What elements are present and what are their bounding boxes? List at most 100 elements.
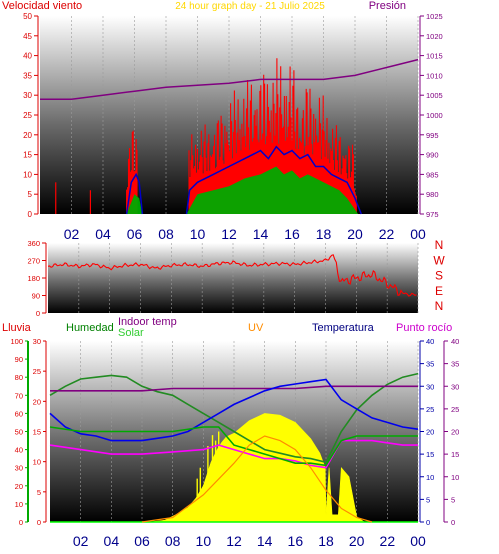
wind-x-tick-label: 20 (347, 226, 363, 242)
direction-tick-label: 90 (32, 292, 40, 301)
series-temperatura-line (49, 378, 419, 442)
wind-left-tick-label: 5 (28, 190, 33, 199)
pressure-tick-label: 980 (426, 190, 439, 199)
compass-label: W (433, 253, 445, 267)
temp-right-inner-tick-label: 10 (426, 473, 434, 482)
wind-left-tick-label: 20 (23, 131, 32, 140)
wind-direction-line (47, 254, 417, 297)
temp-right-inner-tick-label: 40 (426, 337, 434, 346)
pressure-tick-label: 985 (426, 170, 439, 179)
temperatura-label: Temperatura (312, 322, 375, 334)
wind-left-tick-label: 25 (23, 111, 32, 120)
pressure-tick-label: 1010 (426, 71, 443, 80)
temp-right-outer-tick-label: 25 (451, 405, 459, 414)
temp-right-inner-tick-label: 35 (426, 360, 434, 369)
temp-right-inner-tick-label: 0 (426, 518, 430, 527)
direction-tick-label: 270 (27, 257, 40, 266)
temp-right-inner-tick-label: 20 (426, 428, 434, 437)
pressure-tick-label: 975 (426, 210, 439, 219)
direction-tick-label: 180 (27, 274, 40, 283)
wind-x-tick-label: 08 (158, 226, 174, 242)
temp-x-tick-label: 00 (410, 533, 426, 549)
pressure-tick-label: 1020 (426, 32, 443, 41)
solar-spikes (196, 431, 220, 522)
humidity-tick-label: 15 (33, 428, 41, 437)
pressure-tick-label: 995 (426, 131, 439, 140)
temp-x-tick-label: 04 (104, 533, 120, 549)
pressure-tick-label: 1000 (426, 111, 443, 120)
temp-right-inner-tick-label: 5 (426, 495, 430, 504)
uv-label: UV (248, 322, 264, 334)
pressure-tick-label: 1015 (426, 52, 443, 61)
temp-right-outer-tick-label: 10 (451, 473, 459, 482)
series-punto-roc-o-line (49, 439, 418, 469)
pressure-tick-label: 1005 (426, 91, 443, 100)
temp-right-outer-tick-label: 5 (451, 495, 455, 504)
rain-tick-label: 40 (15, 446, 23, 455)
temp-x-tick-label: 10 (196, 533, 212, 549)
temp-x-tick-label: 22 (380, 533, 396, 549)
temp-right-outer-tick-label: 40 (451, 337, 459, 346)
rain-tick-label: 70 (15, 391, 23, 400)
wind-x-tick-label: 18 (316, 226, 332, 242)
humidity-tick-label: 5 (37, 488, 41, 497)
temp-right-outer-tick-label: 0 (451, 518, 455, 527)
rain-tick-label: 100 (10, 337, 23, 346)
rain-tick-label: 50 (15, 428, 23, 437)
wind-left-tick-label: 45 (23, 32, 32, 41)
temp-x-tick-label: 02 (73, 533, 89, 549)
series-green-temp-line (49, 426, 418, 467)
humidity-tick-label: 25 (33, 367, 41, 376)
indoor-temp-label: Indoor temp (118, 316, 177, 328)
temp-x-tick-label: 08 (165, 533, 181, 549)
series-indoor-temp-line (50, 385, 418, 392)
direction-tick-label: 0 (36, 309, 40, 318)
rain-tick-label: 10 (15, 500, 23, 509)
temp-x-tick-label: 16 (288, 533, 304, 549)
compass-label: N (435, 299, 444, 313)
pressure-axis-title: Presión (369, 0, 406, 12)
wind-x-tick-label: 14 (253, 226, 269, 242)
temp-x-tick-label: 12 (226, 533, 242, 549)
compass-label: E (435, 284, 443, 298)
humidity-tick-label: 10 (33, 458, 41, 467)
series-uv-line (141, 435, 373, 523)
temp-x-tick-label: 18 (318, 533, 334, 549)
temp-right-outer-tick-label: 20 (451, 428, 459, 437)
temp-right-outer-tick-label: 15 (451, 450, 459, 459)
rain-tick-label: 90 (15, 355, 23, 364)
wind-left-tick-label: 15 (23, 151, 32, 160)
wind-x-tick-label: 22 (379, 226, 395, 242)
rain-tick-label: 20 (15, 482, 23, 491)
wind-x-tick-label: 10 (190, 226, 206, 242)
wind-gust-series (126, 58, 357, 214)
humidity-tick-label: 0 (37, 518, 41, 527)
temp-x-tick-label: 06 (134, 533, 150, 549)
temp-right-inner-tick-label: 30 (426, 382, 434, 391)
temp-right-outer-tick-label: 35 (451, 360, 459, 369)
wind-left-tick-label: 40 (23, 52, 32, 61)
solar-label: Solar (118, 327, 144, 339)
rain-axis-title: Lluvia (2, 322, 32, 334)
wind-avg-area (126, 194, 143, 214)
humidity-tick-label: 20 (33, 397, 41, 406)
wind-x-tick-label: 00 (410, 226, 426, 242)
humidity-axis-title: Humedad (66, 322, 114, 334)
direction-panel-background (48, 243, 418, 313)
compass-label: S (435, 269, 443, 283)
pressure-tick-label: 990 (426, 151, 439, 160)
wind-x-tick-label: 04 (95, 226, 111, 242)
wind-x-tick-label: 16 (284, 226, 300, 242)
direction-tick-label: 360 (27, 239, 40, 248)
humidity-tick-label: 30 (33, 337, 41, 346)
temp-x-tick-label: 20 (349, 533, 365, 549)
temp-right-outer-tick-label: 30 (451, 382, 459, 391)
temp-x-tick-label: 14 (257, 533, 273, 549)
wind-avg-area (186, 166, 359, 214)
rain-tick-label: 80 (15, 373, 23, 382)
dew-point-label: Punto rocío (396, 322, 452, 334)
